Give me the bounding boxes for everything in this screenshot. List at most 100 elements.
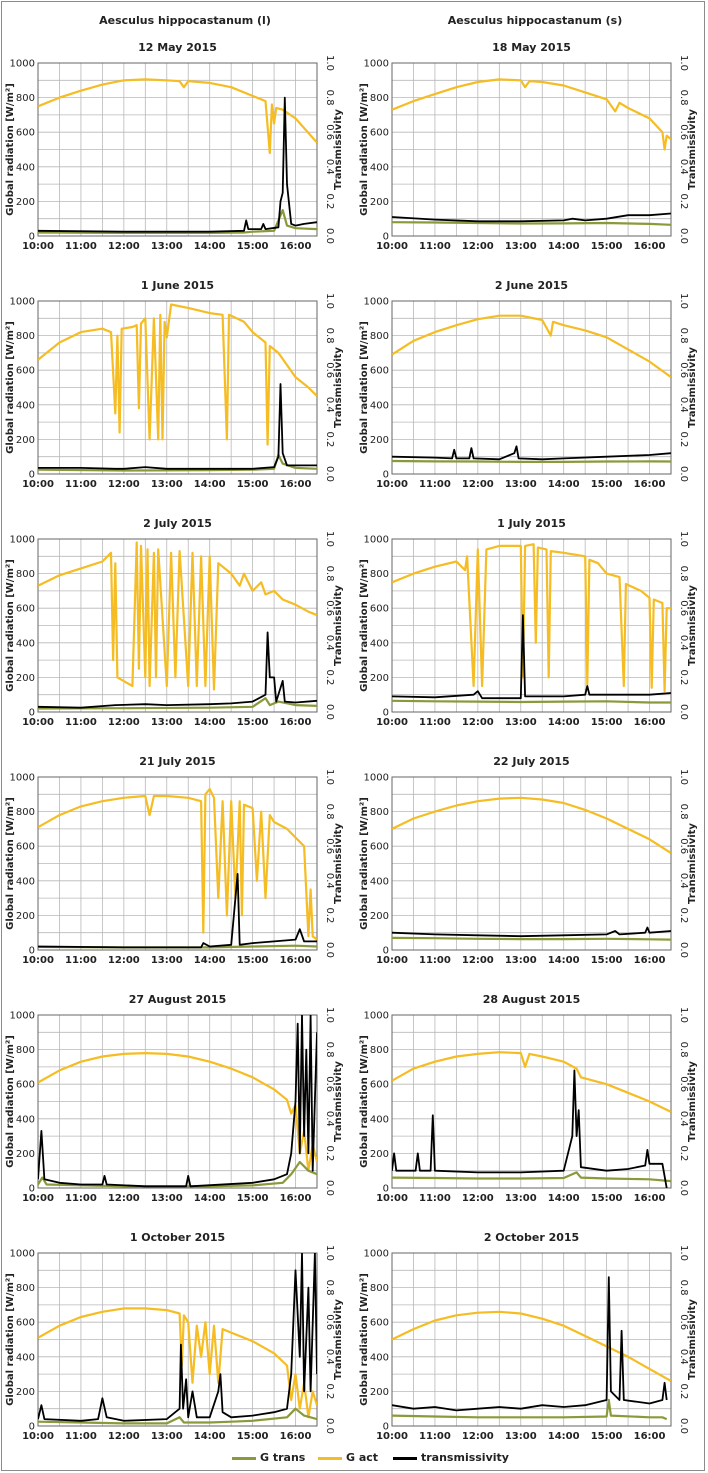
x-tick-label: 15:00 xyxy=(591,1431,623,1442)
y-tick-label: 200 xyxy=(370,1149,389,1160)
x-tick-label: 10:00 xyxy=(376,479,408,490)
x-tick-label: 15:00 xyxy=(591,955,623,966)
series-gtrans xyxy=(38,1407,317,1425)
series-transmissivity xyxy=(392,445,671,461)
x-tick-label: 16:00 xyxy=(634,955,666,966)
series-gact xyxy=(392,1051,671,1113)
x-tick-label: 14:00 xyxy=(548,1193,580,1204)
y2-tick-label: 0.0 xyxy=(324,1180,335,1196)
plot-frame xyxy=(391,62,672,237)
x-tick-label: 12:00 xyxy=(462,717,494,728)
y2-axis-label: Transmissivity xyxy=(687,585,698,666)
y2-tick-label: 0.0 xyxy=(324,466,335,482)
y-tick-label: 0 xyxy=(383,1422,389,1433)
y2-tick-label: 0.0 xyxy=(324,228,335,244)
y2-tick-label: 0.2 xyxy=(678,669,689,685)
y2-axis-label: Transmissivity xyxy=(333,823,344,904)
x-tick-label: 15:00 xyxy=(591,1193,623,1204)
y-tick-label: 0 xyxy=(29,1184,35,1195)
series-gtrans xyxy=(38,1160,317,1188)
x-tick-label: 10:00 xyxy=(22,479,54,490)
x-tick-label: 16:00 xyxy=(280,479,312,490)
x-tick-label: 16:00 xyxy=(634,1193,666,1204)
y2-tick-label: 1.0 xyxy=(324,1245,335,1261)
x-tick-label: 16:00 xyxy=(280,1193,312,1204)
y-axis-label: Global radiation [W/m²] xyxy=(5,1273,16,1406)
series-transmissivity xyxy=(38,631,317,709)
x-tick-label: 14:00 xyxy=(548,717,580,728)
series-transmissivity xyxy=(38,1015,317,1188)
x-tick-label: 11:00 xyxy=(419,1431,451,1442)
x-tick-label: 13:00 xyxy=(505,1193,537,1204)
y-tick-label: 800 xyxy=(16,331,35,342)
x-tick-label: 14:00 xyxy=(194,479,226,490)
y-tick-label: 200 xyxy=(16,197,35,208)
y-tick-label: 0 xyxy=(383,470,389,481)
x-tick-label: 15:00 xyxy=(237,717,269,728)
chart-title: 21 July 2015 xyxy=(139,755,215,768)
y-tick-label: 1000 xyxy=(364,1249,389,1260)
y-tick-label: 1000 xyxy=(10,773,35,784)
x-tick-label: 13:00 xyxy=(505,241,537,252)
x-tick-label: 13:00 xyxy=(151,479,183,490)
y-tick-label: 200 xyxy=(16,1387,35,1398)
y-tick-label: 600 xyxy=(16,1080,35,1091)
y2-tick-label: 0.4 xyxy=(324,873,335,889)
x-tick-label: 16:00 xyxy=(280,241,312,252)
y2-tick-label: 0.6 xyxy=(324,600,335,616)
series-gtrans xyxy=(38,697,317,710)
y-tick-label: 400 xyxy=(370,400,389,411)
y-tick-label: 200 xyxy=(16,1149,35,1160)
series-gtrans xyxy=(38,453,317,472)
y2-tick-label: 0.6 xyxy=(678,600,689,616)
y2-axis-label: Transmissivity xyxy=(333,109,344,190)
y-tick-label: 400 xyxy=(370,1352,389,1363)
x-tick-label: 15:00 xyxy=(237,1431,269,1442)
y-tick-label: 400 xyxy=(16,876,35,887)
y-tick-label: 200 xyxy=(16,911,35,922)
x-tick-label: 10:00 xyxy=(22,955,54,966)
x-tick-label: 16:00 xyxy=(280,955,312,966)
x-tick-label: 10:00 xyxy=(376,717,408,728)
y2-tick-label: 0.2 xyxy=(324,193,335,209)
y2-tick-label: 0.0 xyxy=(678,1180,689,1196)
y-tick-label: 0 xyxy=(29,708,35,719)
y2-axis-label: Transmissivity xyxy=(687,1061,698,1142)
y-tick-label: 800 xyxy=(16,1045,35,1056)
y2-tick-label: 0.6 xyxy=(678,362,689,378)
y-tick-label: 1000 xyxy=(10,1011,35,1022)
legend-gtrans: G trans xyxy=(232,1451,305,1464)
y2-tick-label: 1.0 xyxy=(324,55,335,71)
plot-frame xyxy=(37,300,318,475)
y2-axis-label: Transmissivity xyxy=(333,1299,344,1380)
x-tick-label: 16:00 xyxy=(280,1431,312,1442)
x-tick-label: 13:00 xyxy=(151,955,183,966)
series-gtrans xyxy=(38,209,317,234)
y2-tick-label: 0.0 xyxy=(678,228,689,244)
series-gact xyxy=(38,787,317,941)
y-axis-label: Global radiation [W/m²] xyxy=(359,83,370,216)
y-tick-label: 800 xyxy=(16,93,35,104)
y-axis-label: Global radiation [W/m²] xyxy=(5,559,16,692)
x-tick-label: 11:00 xyxy=(65,241,97,252)
plot-frame xyxy=(37,62,318,237)
series-gact xyxy=(392,314,671,378)
y-axis-label: Global radiation [W/m²] xyxy=(5,1035,16,1168)
y-tick-label: 400 xyxy=(16,1114,35,1125)
x-tick-label: 10:00 xyxy=(22,717,54,728)
y-tick-label: 0 xyxy=(29,470,35,481)
series-transmissivity xyxy=(392,1276,668,1412)
x-tick-label: 10:00 xyxy=(22,241,54,252)
y-axis-label: Global radiation [W/m²] xyxy=(359,321,370,454)
y2-tick-label: 0.6 xyxy=(324,362,335,378)
y-tick-label: 0 xyxy=(29,1422,35,1433)
y2-tick-label: 0.6 xyxy=(324,1076,335,1092)
y-tick-label: 1000 xyxy=(364,1011,389,1022)
chart-8: 22 July 2015 0 200 400 600 800 1000 0.0 0.2 0.4 0.… xyxy=(359,755,698,966)
x-tick-label: 11:00 xyxy=(65,1193,97,1204)
y-tick-label: 0 xyxy=(383,708,389,719)
plot-frame xyxy=(37,1014,318,1189)
x-tick-label: 15:00 xyxy=(237,241,269,252)
chart-title: 27 August 2015 xyxy=(129,993,226,1006)
